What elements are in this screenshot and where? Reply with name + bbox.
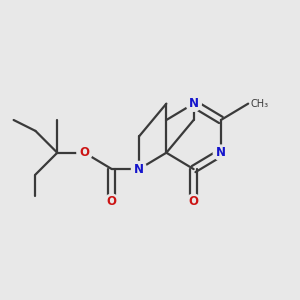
Text: O: O (107, 195, 117, 208)
Circle shape (213, 145, 229, 160)
Text: O: O (189, 195, 199, 208)
Text: N: N (189, 97, 199, 110)
Circle shape (77, 145, 92, 160)
Text: N: N (216, 146, 226, 159)
Circle shape (131, 161, 147, 177)
Circle shape (186, 96, 201, 111)
Text: N: N (134, 163, 144, 176)
Text: CH₃: CH₃ (250, 99, 268, 109)
Text: O: O (80, 146, 89, 159)
Circle shape (186, 194, 201, 209)
Circle shape (104, 194, 119, 209)
